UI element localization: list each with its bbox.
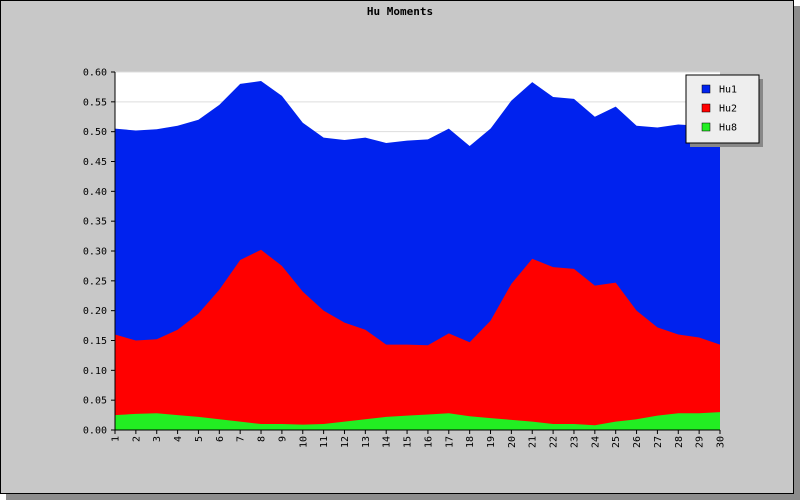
legend-swatch-hu8	[701, 122, 711, 132]
axes: 0.00 0.05 0.10 0.15 0.20 0.25 0.30 0.35 0.40 0.45…	[83, 68, 727, 449]
x-tick-label: 24	[590, 436, 601, 448]
x-tick-label: 1	[111, 436, 122, 442]
x-tick-label: 18	[465, 436, 476, 448]
legend-swatch-hu2	[701, 103, 711, 113]
y-tick-label: 0.35	[83, 217, 107, 228]
y-tick-label: 0.55	[83, 97, 107, 108]
x-tick-label: 2	[131, 436, 142, 442]
legend-label-hu8: Hu8	[719, 123, 737, 134]
x-tick-label: 26	[632, 436, 643, 448]
series-area-hu2	[115, 249, 720, 430]
x-tick-label: 13	[361, 436, 372, 448]
chart-title: Hu Moments	[367, 5, 433, 18]
x-tick-label: 10	[298, 436, 309, 448]
x-tick-label: 11	[319, 436, 330, 448]
series-areas	[115, 80, 720, 430]
x-tick-label: 8	[257, 436, 268, 442]
x-tick-label: 28	[674, 436, 685, 448]
x-tick-label: 30	[716, 436, 727, 448]
y-tick-label: 0.00	[83, 426, 107, 437]
legend-label-hu2: Hu2	[719, 104, 737, 115]
x-tick-label: 19	[486, 436, 497, 448]
x-tick-label: 3	[152, 436, 163, 442]
y-tick-label: 0.40	[83, 187, 107, 198]
frame-shadow-right	[794, 6, 800, 500]
y-tick-label: 0.25	[83, 276, 107, 287]
legend-swatch-hu1	[701, 84, 711, 94]
y-tick-label: 0.60	[83, 68, 107, 79]
y-tick-label: 0.10	[83, 366, 107, 377]
legend-label-hu1: Hu1	[719, 85, 737, 96]
series-area-hu8	[115, 412, 720, 430]
x-tick-label: 17	[444, 436, 455, 448]
x-tick-label: 4	[173, 436, 184, 442]
x-tick-label: 22	[549, 436, 560, 448]
legend-box	[685, 74, 760, 144]
x-tick-label: 29	[695, 436, 706, 448]
frame-shadow-bottom	[6, 494, 800, 500]
x-tick-label: 7	[236, 436, 247, 442]
legend: Hu1 Hu2 Hu8	[685, 74, 763, 147]
x-tick-label: 15	[403, 436, 414, 448]
x-tick-label: 5	[194, 436, 205, 442]
x-tick-label: 16	[423, 436, 434, 448]
y-tick-label: 0.30	[83, 247, 107, 258]
x-tick-label: 14	[382, 436, 393, 448]
x-tick-label: 12	[340, 436, 351, 448]
x-tick-label: 9	[277, 436, 288, 442]
y-tick-label: 0.05	[83, 396, 107, 407]
x-tick-label: 6	[215, 436, 226, 442]
y-tick-label: 0.15	[83, 336, 107, 347]
x-tick-label: 21	[528, 436, 539, 448]
x-tick-label: 23	[569, 436, 580, 448]
x-tick-label: 20	[507, 436, 518, 448]
y-tick-label: 0.45	[83, 157, 107, 168]
y-tick-label: 0.20	[83, 306, 107, 317]
y-tick-label: 0.50	[83, 127, 107, 138]
x-tick-label: 27	[653, 436, 664, 448]
x-tick-label: 25	[611, 436, 622, 448]
